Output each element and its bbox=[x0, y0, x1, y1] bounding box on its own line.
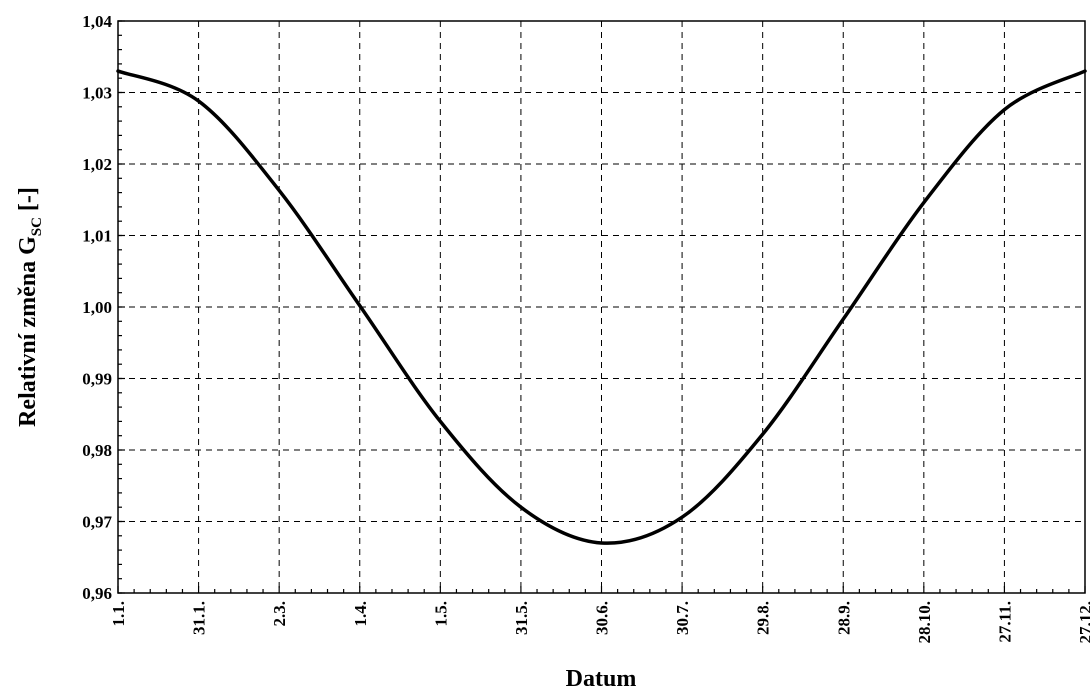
x-tick-label: 1.1. bbox=[109, 601, 128, 627]
y-axis-label-sub: SC bbox=[29, 217, 45, 236]
plot-frame bbox=[117, 20, 1086, 594]
x-tick-labels: 1.1. 31.1. 2.3. 1.4. 1.5. 31.5. 30.6. 30.7. 29.8… bbox=[109, 601, 1090, 644]
x-tick-label: 29.8. bbox=[754, 601, 773, 635]
y-tick-label: 0,96 bbox=[82, 584, 112, 603]
y-tick-label: 0,99 bbox=[82, 370, 112, 389]
x-tick-label: 31.5. bbox=[512, 601, 531, 635]
x-tick-label: 28.10. bbox=[915, 601, 934, 644]
y-tick-label: 1,04 bbox=[82, 12, 112, 31]
y-tick-label: 1,02 bbox=[82, 155, 112, 174]
y-tick-label: 0,97 bbox=[82, 513, 112, 532]
x-tick-label: 31.1. bbox=[190, 601, 209, 635]
y-tick-label: 1,03 bbox=[82, 84, 112, 103]
y-tick-label: 1,01 bbox=[82, 227, 112, 246]
x-tick-label: 27.12. bbox=[1076, 601, 1090, 644]
grid bbox=[118, 21, 1085, 593]
y-axis-label: Relativní změna GSC [-] bbox=[15, 187, 45, 427]
x-tick-label: 2.3. bbox=[270, 601, 289, 627]
x-tick-label: 1.4. bbox=[351, 601, 370, 627]
series-line bbox=[116, 69, 1087, 545]
x-tick-label: 1.5. bbox=[431, 601, 450, 627]
y-axis-label-main: Relativní změna G bbox=[15, 236, 41, 427]
y-tick-label: 0,98 bbox=[82, 441, 112, 460]
x-tick-label: 30.7. bbox=[673, 601, 692, 635]
x-tick-label: 28.9. bbox=[834, 601, 853, 635]
y-tick-labels: 0,96 0,97 0,98 0,99 1,00 1,01 1,02 1,03 1,04 bbox=[82, 12, 112, 603]
x-tick-label: 30.6. bbox=[593, 601, 612, 635]
y-axis-label-tail: [-] bbox=[15, 187, 41, 217]
y-tick-label: 1,00 bbox=[82, 298, 112, 317]
x-tick-label: 27.11. bbox=[995, 601, 1014, 643]
x-axis-label: Datum bbox=[566, 666, 637, 692]
